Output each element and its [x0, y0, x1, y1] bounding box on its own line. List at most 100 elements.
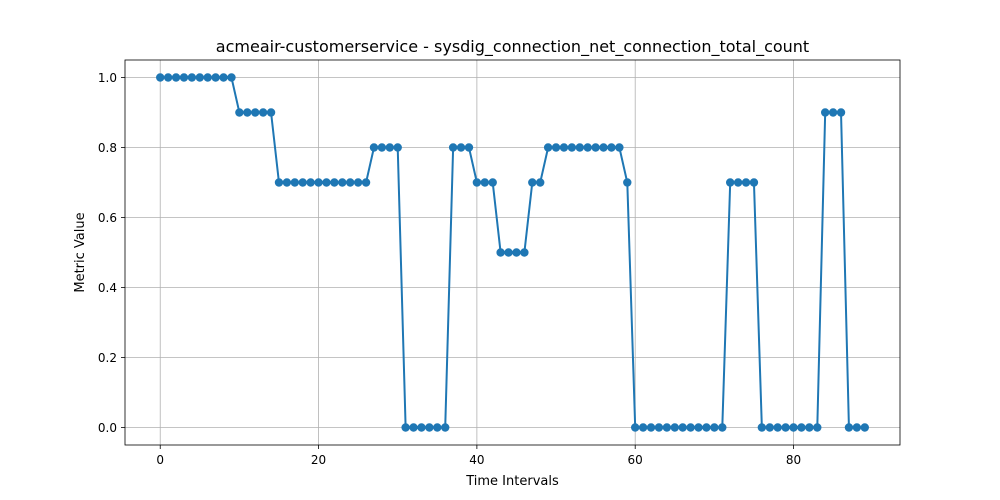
data-point	[401, 423, 410, 432]
data-point	[235, 108, 244, 117]
data-point	[678, 423, 687, 432]
data-point	[733, 178, 743, 187]
data-point	[330, 178, 339, 187]
data-point	[607, 143, 616, 152]
y-tick-label: 0.8	[98, 141, 117, 155]
data-point	[718, 423, 727, 432]
x-tick-label: 0	[156, 453, 164, 467]
data-point	[654, 423, 664, 432]
data-point	[472, 178, 482, 187]
data-point	[599, 143, 608, 152]
data-point	[417, 423, 426, 432]
data-point	[464, 143, 474, 152]
data-point	[274, 178, 284, 187]
data-point	[813, 423, 822, 432]
data-point	[203, 73, 212, 82]
data-point	[456, 143, 466, 152]
data-point	[219, 73, 228, 82]
data-point	[266, 108, 276, 117]
data-point	[480, 178, 489, 187]
grid-lines	[125, 60, 900, 445]
y-tick-label: 0.4	[98, 281, 117, 295]
data-point	[836, 108, 846, 117]
plot-frame	[124, 59, 901, 446]
data-point	[638, 423, 648, 432]
data-point	[757, 423, 767, 432]
data-point	[298, 178, 307, 187]
data-point	[195, 73, 205, 82]
data-point	[567, 143, 577, 152]
data-point	[425, 423, 434, 432]
data-point	[353, 178, 363, 187]
data-point	[393, 143, 402, 152]
data-point	[860, 423, 869, 432]
data-point	[615, 143, 624, 152]
data-point	[243, 108, 252, 117]
data-point	[528, 178, 537, 187]
data-point	[623, 178, 632, 187]
data-point	[844, 423, 854, 432]
data-point	[322, 178, 331, 187]
data-point	[338, 178, 347, 187]
data-point	[670, 423, 679, 432]
data-point	[543, 143, 553, 152]
data-point	[512, 248, 521, 257]
data-point	[662, 423, 672, 432]
data-point	[583, 143, 592, 152]
data-point	[781, 423, 790, 432]
data-point	[773, 423, 782, 432]
data-point	[520, 248, 529, 257]
data-point	[725, 178, 735, 187]
x-tick-label: 60	[628, 453, 643, 467]
data-point	[361, 178, 371, 187]
data-point	[575, 143, 584, 152]
x-tick-label: 40	[469, 453, 484, 467]
data-point	[187, 73, 197, 82]
data-series	[156, 73, 869, 432]
data-point	[749, 178, 759, 187]
data-point	[631, 423, 640, 432]
data-point	[227, 73, 236, 82]
data-point	[251, 108, 260, 117]
data-point	[741, 178, 751, 187]
data-point	[488, 178, 497, 187]
data-point	[797, 423, 806, 432]
y-axis-ticks: 0.0 0.2 0.4 0.6 0.8 1.0	[98, 71, 125, 435]
data-point	[852, 423, 862, 432]
data-point	[211, 73, 220, 82]
y-tick-label: 0.6	[98, 211, 117, 225]
x-tick-label: 20	[311, 453, 326, 467]
data-point	[385, 143, 394, 152]
data-point	[702, 423, 711, 432]
data-point	[377, 143, 387, 152]
x-tick-label: 80	[786, 453, 801, 467]
data-point	[496, 248, 505, 257]
data-point	[559, 143, 569, 152]
x-axis-label: Time Intervals	[465, 474, 559, 489]
data-point	[306, 178, 315, 187]
data-point	[591, 143, 600, 152]
data-point	[710, 423, 719, 432]
x-axis-ticks: 0 20 40 60 80	[156, 445, 801, 467]
data-point	[282, 178, 292, 187]
data-point	[171, 73, 181, 82]
data-point	[290, 178, 300, 187]
data-point	[156, 73, 165, 82]
data-point	[646, 423, 656, 432]
data-point	[789, 423, 798, 432]
y-tick-label: 0.0	[98, 421, 117, 435]
data-point	[448, 143, 458, 152]
data-point	[433, 423, 442, 432]
y-axis-label: Metric Value	[73, 212, 88, 292]
data-point	[163, 73, 173, 82]
data-point	[536, 178, 545, 187]
data-point	[551, 143, 561, 152]
chart-title: acmeair-customerservice - sysdig_connect…	[216, 37, 809, 57]
data-point	[820, 108, 830, 117]
data-point	[258, 108, 268, 117]
y-tick-label: 0.2	[98, 351, 117, 365]
data-point	[504, 248, 513, 257]
data-point	[828, 108, 838, 117]
data-point	[765, 423, 774, 432]
